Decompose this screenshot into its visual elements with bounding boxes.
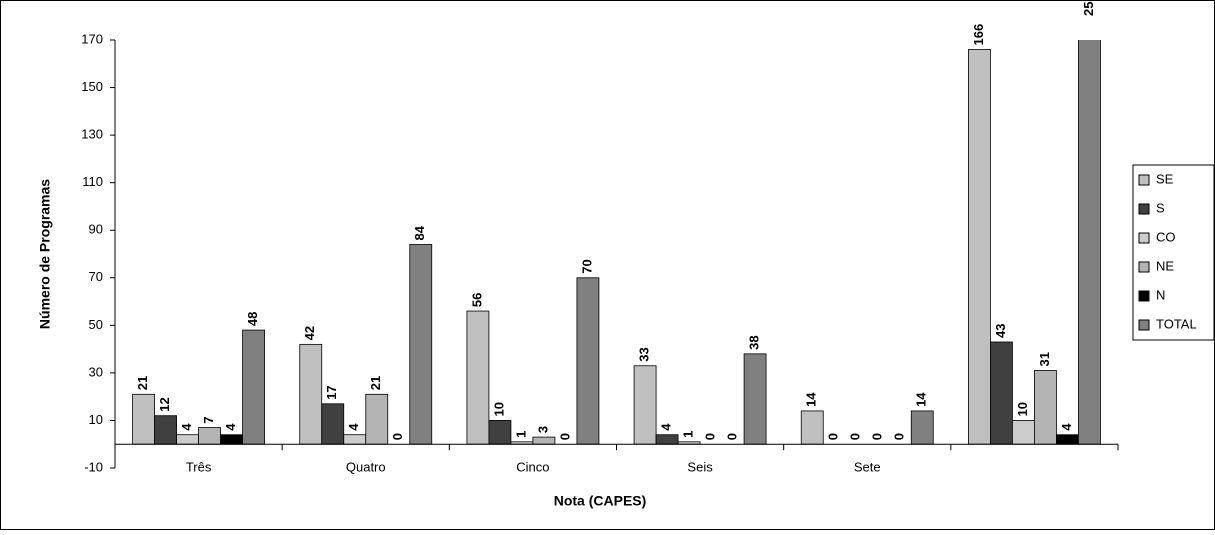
value-label: 38 (747, 335, 762, 349)
value-label: 254 (1081, 0, 1096, 16)
y-tick-label: 110 (82, 174, 103, 189)
legend-label: CO (1156, 229, 1176, 244)
legend-label: NE (1156, 258, 1174, 273)
bar (990, 341, 1013, 445)
value-label: 14 (804, 392, 819, 407)
bar (633, 365, 657, 445)
bar (198, 427, 221, 445)
value-label: 42 (302, 326, 317, 340)
bar (321, 403, 345, 445)
bar (154, 415, 177, 445)
value-label: 0 (703, 433, 718, 440)
value-label: 3 (535, 426, 550, 433)
legend-swatch (1138, 319, 1150, 331)
bar (409, 244, 433, 445)
value-label: 84 (412, 225, 427, 240)
value-label: 0 (557, 433, 572, 440)
legend-swatch (1138, 203, 1150, 215)
value-label: 70 (579, 259, 594, 273)
bar (743, 353, 767, 445)
value-label: 17 (324, 385, 339, 399)
value-label: 0 (892, 433, 907, 440)
value-label: 21 (135, 376, 150, 390)
value-label: 21 (368, 376, 383, 390)
value-label: 10 (491, 402, 506, 416)
value-label: 0 (870, 433, 885, 440)
legend-box (1132, 164, 1215, 341)
value-label: 4 (223, 423, 238, 431)
bar (220, 434, 243, 445)
value-label: 4 (346, 423, 361, 431)
value-label: 4 (179, 423, 194, 431)
y-tick-label: -10 (84, 459, 103, 474)
value-label: 31 (1037, 352, 1052, 366)
value-label: 0 (826, 433, 841, 440)
y-tick-label: 130 (81, 127, 103, 142)
value-label: 4 (659, 423, 674, 431)
value-label: 1 (681, 431, 696, 438)
bar (299, 343, 323, 445)
value-label: 48 (245, 312, 260, 326)
value-label: 33 (637, 347, 652, 361)
legend-label: N (1156, 287, 1165, 302)
x-tick-label: Quatro (346, 459, 386, 474)
value-label: 56 (469, 293, 484, 307)
bar (1078, 40, 1101, 445)
bar (242, 329, 265, 445)
y-tick-label: 50 (89, 317, 103, 332)
bar (132, 393, 155, 445)
bar (466, 310, 490, 445)
legend-swatch (1138, 174, 1150, 186)
value-label: 14 (914, 392, 929, 407)
bar (968, 49, 991, 445)
bar (343, 434, 367, 445)
bar (576, 277, 600, 445)
legend-swatch (1138, 290, 1150, 302)
bar (910, 410, 934, 445)
y-tick-label: 150 (81, 79, 103, 94)
y-tick-label: 170 (81, 31, 103, 46)
y-tick-label: 30 (89, 364, 103, 379)
bar (488, 420, 512, 445)
bar (1034, 370, 1057, 445)
x-tick-label: Cinco (516, 459, 549, 474)
bar (1012, 420, 1035, 445)
x-tick-label: Sete (854, 459, 881, 474)
value-label: 43 (993, 324, 1008, 338)
value-label: 10 (1015, 402, 1030, 416)
value-label: 0 (725, 433, 740, 440)
value-label: 1 (513, 431, 528, 438)
bar (1056, 434, 1079, 445)
legend-swatch (1138, 232, 1150, 244)
legend-label: TOTAL (1156, 316, 1197, 331)
value-label: 0 (848, 433, 863, 440)
legend-label: SE (1156, 171, 1174, 186)
value-label: 166 (971, 24, 986, 46)
bar (532, 436, 556, 445)
legend-label: S (1156, 200, 1165, 215)
value-label: 0 (390, 433, 405, 440)
legend-swatch (1138, 261, 1150, 273)
bar (800, 410, 824, 445)
x-axis-label: Nota (CAPES) (554, 493, 647, 509)
y-tick-label: 70 (89, 269, 103, 284)
value-label: 12 (157, 397, 172, 411)
y-axis-label: Número de Programas (37, 179, 53, 329)
bar (176, 434, 199, 445)
x-tick-label: Seis (687, 459, 713, 474)
value-label: 7 (201, 416, 216, 423)
plot-area (132, 40, 1101, 445)
value-label: 4 (1059, 423, 1074, 431)
bar (655, 434, 679, 445)
x-tick-label: Três (186, 459, 212, 474)
y-tick-label: 90 (89, 222, 103, 237)
bar (365, 393, 389, 445)
y-tick-label: 10 (89, 412, 103, 427)
